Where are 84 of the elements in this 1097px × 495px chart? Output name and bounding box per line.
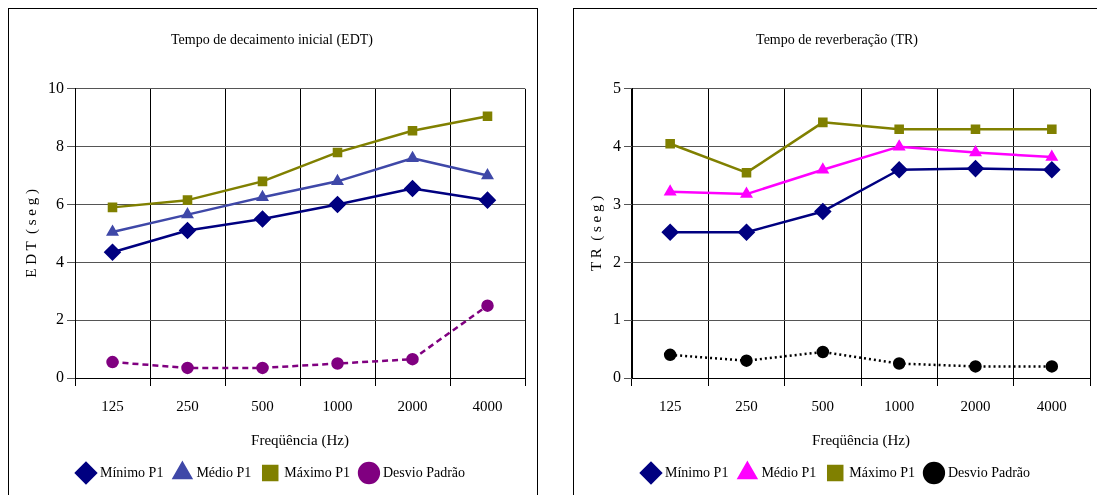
point — [817, 163, 829, 174]
point — [967, 160, 984, 177]
x-axis-title: Freqüência (Hz) — [812, 431, 910, 449]
point — [329, 196, 346, 213]
y-tick-label: 0 — [613, 368, 621, 386]
y-tick-label: 8 — [56, 136, 64, 154]
point — [481, 299, 494, 312]
point — [1043, 161, 1061, 179]
x-tick-label: 125 — [658, 397, 682, 414]
x-tick-label: 1000 — [884, 397, 915, 414]
y-tick-label: 2 — [56, 310, 64, 328]
x-tick-label: 1000 — [322, 397, 353, 414]
point — [407, 125, 418, 136]
y-tick-label: 1 — [613, 310, 621, 328]
y-axis-title: T R ( s e g ) — [587, 195, 605, 271]
legend-label: Máximo P1 — [284, 464, 350, 480]
point — [181, 361, 194, 375]
y-tick-label: 4 — [56, 252, 64, 270]
point — [1047, 124, 1057, 135]
legend-label: Desvio Padrão — [947, 464, 1031, 480]
y-axis-title: E D T ( s e g ) — [22, 189, 40, 278]
point — [740, 187, 753, 198]
point — [665, 138, 675, 149]
point — [179, 222, 196, 239]
point — [1045, 360, 1059, 373]
legend-label: Médio P1 — [761, 464, 817, 480]
y-tick-label: 6 — [56, 194, 64, 212]
point — [814, 203, 832, 220]
x-tick-label: 250 — [176, 397, 199, 414]
point — [892, 357, 906, 370]
point — [106, 355, 119, 369]
point — [481, 169, 494, 180]
point — [257, 176, 268, 187]
y-tick-label: 5 — [613, 79, 621, 96]
point — [181, 208, 194, 219]
legend-label: Médio P1 — [196, 464, 252, 480]
legend-label: Mínimo P1 — [100, 464, 164, 480]
x-tick-label: 500 — [811, 397, 835, 414]
point — [818, 117, 828, 128]
point — [890, 161, 908, 179]
x-tick-label: 2000 — [397, 397, 428, 414]
legend-label: Máximo P1 — [849, 464, 915, 480]
point — [664, 185, 676, 196]
point — [182, 195, 193, 205]
point — [816, 345, 830, 359]
point — [663, 348, 677, 362]
x-tick-label: 250 — [735, 397, 758, 414]
chart-title: Tempo de reverberação (TR) — [756, 32, 919, 49]
y-tick-label: 10 — [48, 79, 64, 96]
point — [738, 223, 755, 241]
legend-label: Mínimo P1 — [665, 464, 729, 480]
y-tick-label: 4 — [613, 136, 621, 154]
point — [969, 146, 982, 157]
x-axis-title: Freqüência (Hz) — [251, 431, 349, 449]
x-tick-label: 2000 — [960, 397, 991, 414]
point — [479, 191, 496, 209]
point — [406, 352, 419, 366]
legend-label: Desvio Padrão — [382, 464, 466, 480]
point — [256, 361, 269, 375]
x-tick-label: 4000 — [1036, 397, 1067, 414]
x-tick-label: 500 — [251, 397, 274, 414]
chart-title: Tempo de decaimento inicial (EDT) — [171, 32, 374, 49]
point — [970, 124, 981, 135]
point — [482, 111, 493, 122]
point — [404, 180, 421, 197]
x-tick-label: 4000 — [472, 397, 503, 414]
point — [1046, 150, 1058, 161]
point — [331, 357, 344, 370]
point — [106, 225, 119, 236]
point — [406, 151, 419, 162]
point — [104, 243, 121, 261]
point — [107, 202, 118, 213]
point — [894, 124, 904, 135]
point — [893, 140, 905, 151]
point — [969, 360, 982, 373]
y-tick-label: 3 — [613, 194, 621, 212]
point — [741, 167, 752, 178]
point — [740, 354, 753, 367]
point — [332, 147, 343, 158]
point — [661, 223, 679, 241]
y-tick-label: 0 — [56, 368, 64, 386]
y-tick-label: 2 — [613, 252, 621, 270]
point — [254, 210, 271, 228]
x-tick-label: 125 — [101, 397, 124, 414]
